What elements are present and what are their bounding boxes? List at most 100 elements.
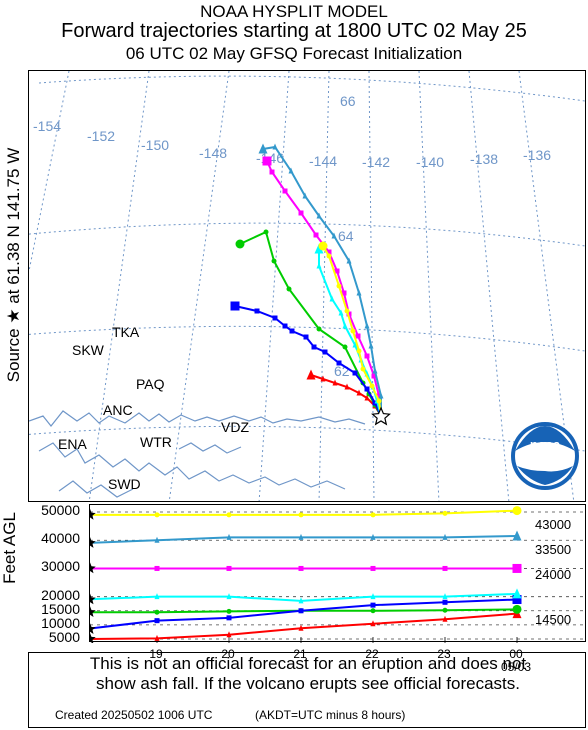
altitude-series-point bbox=[226, 631, 232, 638]
altitude-ytick-label: 50000 bbox=[41, 502, 80, 518]
map-trajectory-point bbox=[235, 239, 245, 249]
map-trajectory-point bbox=[344, 308, 350, 314]
disclaimer-line-2: show ash fall. If the volcano erupts see… bbox=[96, 674, 520, 693]
map-trajectory-point bbox=[318, 241, 328, 251]
altitude-right-label: 24000 bbox=[535, 567, 572, 582]
map-trajectory-point bbox=[316, 212, 322, 219]
akdt-note: (AKDT=UTC minus 8 hours) bbox=[255, 708, 406, 722]
altitude-series-point bbox=[512, 594, 522, 604]
source-star bbox=[371, 406, 391, 426]
altitude-series-point bbox=[154, 512, 160, 518]
model-title: NOAA HYSPLIT MODEL bbox=[200, 2, 388, 21]
altitude-series-line bbox=[84, 534, 518, 545]
altitude-xtick-label: 21 bbox=[293, 647, 307, 661]
altitude-ytick-label: 10000 bbox=[41, 614, 80, 631]
map-trajectory-point bbox=[311, 344, 317, 350]
altitude-right-label: 33500 bbox=[535, 542, 572, 557]
altitude-series-point bbox=[154, 565, 160, 571]
noaa-logo-text: noaa bbox=[530, 437, 561, 452]
altitude-series-point bbox=[370, 602, 376, 608]
map-trajectory-point bbox=[356, 348, 362, 354]
trajectory-title: Forward trajectories starting at 1800 UT… bbox=[61, 20, 527, 42]
longitude-label: -136 bbox=[523, 147, 551, 163]
map-trajectory-point bbox=[338, 309, 344, 316]
map-trajectory-point bbox=[342, 322, 348, 329]
map-trajectory-point bbox=[314, 243, 324, 254]
map-trajectory-point bbox=[352, 341, 358, 348]
altitude-date-label: 05/03 bbox=[500, 660, 532, 674]
altitude-series-point bbox=[154, 609, 160, 615]
map-trajectory-point bbox=[356, 289, 362, 296]
map-trajectory-point bbox=[320, 375, 326, 382]
place-label-anc: ANC bbox=[103, 402, 133, 418]
altitude-series-point bbox=[370, 533, 376, 540]
altitude-xtick-label: 19 bbox=[149, 647, 163, 661]
longitude-label: -154 bbox=[33, 118, 61, 134]
map-trajectory-point bbox=[262, 156, 272, 166]
map-trajectory-line bbox=[266, 160, 382, 417]
altitude-series-line bbox=[85, 509, 518, 516]
forecast-init-subtitle: 06 UTC 02 May GFSQ Forecast Initializati… bbox=[125, 44, 463, 63]
map-trajectory-point bbox=[302, 192, 308, 199]
map-trajectory-point bbox=[346, 257, 352, 264]
altitude-source-star bbox=[84, 623, 96, 634]
map-trajectory-point bbox=[269, 169, 275, 175]
altitude-series-point bbox=[298, 565, 304, 571]
altitude-chart bbox=[84, 506, 587, 644]
altitude-series-point bbox=[370, 608, 376, 614]
altitude-series-point bbox=[370, 620, 376, 627]
map-trajectory-point bbox=[230, 301, 240, 311]
altitude-series-point bbox=[154, 536, 160, 543]
altitude-xtick-label: 22 bbox=[365, 647, 379, 661]
map-trajectory-point bbox=[263, 229, 269, 235]
map-trajectory-point bbox=[322, 349, 328, 355]
map-trajectory-point bbox=[288, 167, 294, 174]
map-trajectory-point bbox=[272, 315, 278, 321]
feet-agl-label: Feet AGL bbox=[0, 512, 19, 584]
place-label-vdz: VDZ bbox=[221, 419, 249, 435]
map-trajectory-point bbox=[313, 232, 319, 238]
altitude-source-star bbox=[84, 606, 96, 617]
altitude-xtick-label: 20 bbox=[221, 647, 235, 661]
altitude-xtick-label: 23 bbox=[437, 647, 451, 661]
altitude-series-point bbox=[442, 565, 448, 571]
longitude-label: -152 bbox=[87, 128, 115, 144]
map-trajectory-line bbox=[234, 305, 382, 417]
altitude-source-star bbox=[84, 508, 96, 520]
altitude-series-point bbox=[226, 615, 232, 621]
altitude-series-point bbox=[226, 533, 232, 540]
map-trajectory-point bbox=[355, 333, 361, 339]
map-trajectory-point bbox=[372, 367, 378, 374]
altitude-panel bbox=[84, 504, 587, 644]
created-timestamp: Created 20250502 1006 UTC bbox=[55, 708, 213, 722]
map-trajectory-point bbox=[350, 328, 356, 334]
longitude-label: -140 bbox=[416, 154, 444, 170]
map-canvas: -154-152-150-148-146-144-142-140-138-136… bbox=[29, 71, 585, 501]
altitude-series-point bbox=[442, 599, 448, 605]
map-trajectory-line bbox=[322, 245, 382, 417]
altitude-ytick-label: 15000 bbox=[41, 600, 80, 617]
map-trajectory-point bbox=[258, 143, 268, 154]
map-trajectory-point bbox=[371, 373, 377, 379]
altitude-series-point bbox=[298, 608, 304, 614]
map-trajectory-point bbox=[303, 334, 309, 340]
map-trajectory-line bbox=[239, 230, 382, 417]
altitude-series-point bbox=[370, 593, 376, 600]
altitude-right-label: 43000 bbox=[535, 517, 572, 532]
map-trajectory-point bbox=[364, 394, 370, 401]
altitude-series-point bbox=[370, 565, 376, 571]
altitude-series-point bbox=[442, 533, 448, 540]
altitude-series-point bbox=[154, 618, 160, 624]
altitude-series-point bbox=[298, 597, 304, 604]
map-trajectory-point bbox=[368, 342, 374, 349]
map-trajectory-point bbox=[329, 295, 335, 302]
place-label-wtr: WTR bbox=[140, 434, 172, 450]
map-trajectory-point bbox=[286, 286, 292, 292]
longitude-label: -150 bbox=[141, 137, 169, 153]
altitude-series-point bbox=[442, 607, 448, 613]
map-trajectory-point bbox=[326, 253, 332, 259]
altitude-series-point bbox=[512, 530, 522, 541]
altitude-series-point bbox=[226, 565, 232, 571]
map-trajectory-point bbox=[342, 344, 348, 350]
map-trajectory-point bbox=[298, 210, 304, 216]
